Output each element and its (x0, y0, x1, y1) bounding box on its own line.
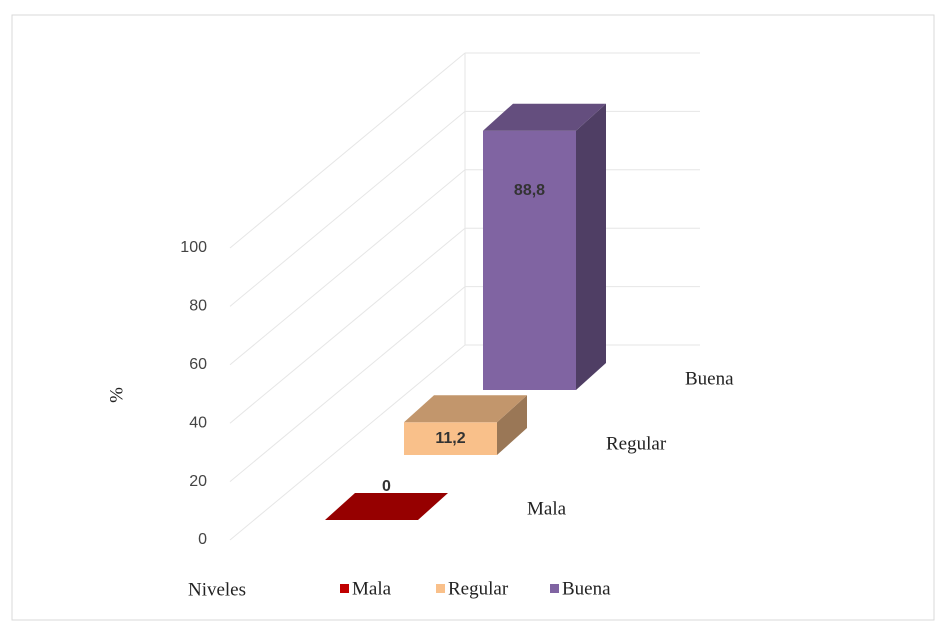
bar-front (404, 422, 497, 455)
bar-top (404, 395, 527, 423)
value-label: 0 (382, 478, 391, 495)
grid-line (229, 111, 466, 307)
legend-swatch (550, 584, 559, 593)
legend-label: Mala (352, 578, 392, 599)
bar-top (325, 493, 448, 520)
y-axis-label: % (106, 387, 127, 403)
x-axis-label: Niveles (188, 579, 246, 600)
depth-label: Regular (606, 433, 667, 454)
y-tick-label: 80 (189, 298, 207, 315)
y-tick-label: 60 (189, 356, 207, 373)
grid-line (229, 286, 466, 482)
y-tick-label: 20 (189, 473, 207, 490)
bar-front (483, 130, 576, 391)
depth-label: Mala (527, 498, 567, 519)
y-tick-label: 100 (180, 239, 207, 256)
value-label: 11,2 (435, 430, 465, 447)
grid-line (229, 52, 466, 249)
legend-swatch (436, 584, 445, 593)
grid-line (229, 227, 466, 424)
value-label: 88,8 (514, 182, 545, 199)
legend-label: Regular (448, 578, 509, 599)
bar-top (483, 103, 606, 131)
depth-label: Buena (685, 368, 734, 389)
bar-side (576, 103, 606, 390)
legend-swatch (340, 584, 349, 593)
y-tick-label: 0 (198, 531, 207, 548)
grid-line (229, 344, 466, 541)
legend-label: Buena (562, 578, 611, 599)
grid-line (229, 169, 466, 366)
chart-frame (11, 14, 935, 621)
y-tick-label: 40 (189, 414, 207, 431)
bar-side (497, 395, 527, 455)
